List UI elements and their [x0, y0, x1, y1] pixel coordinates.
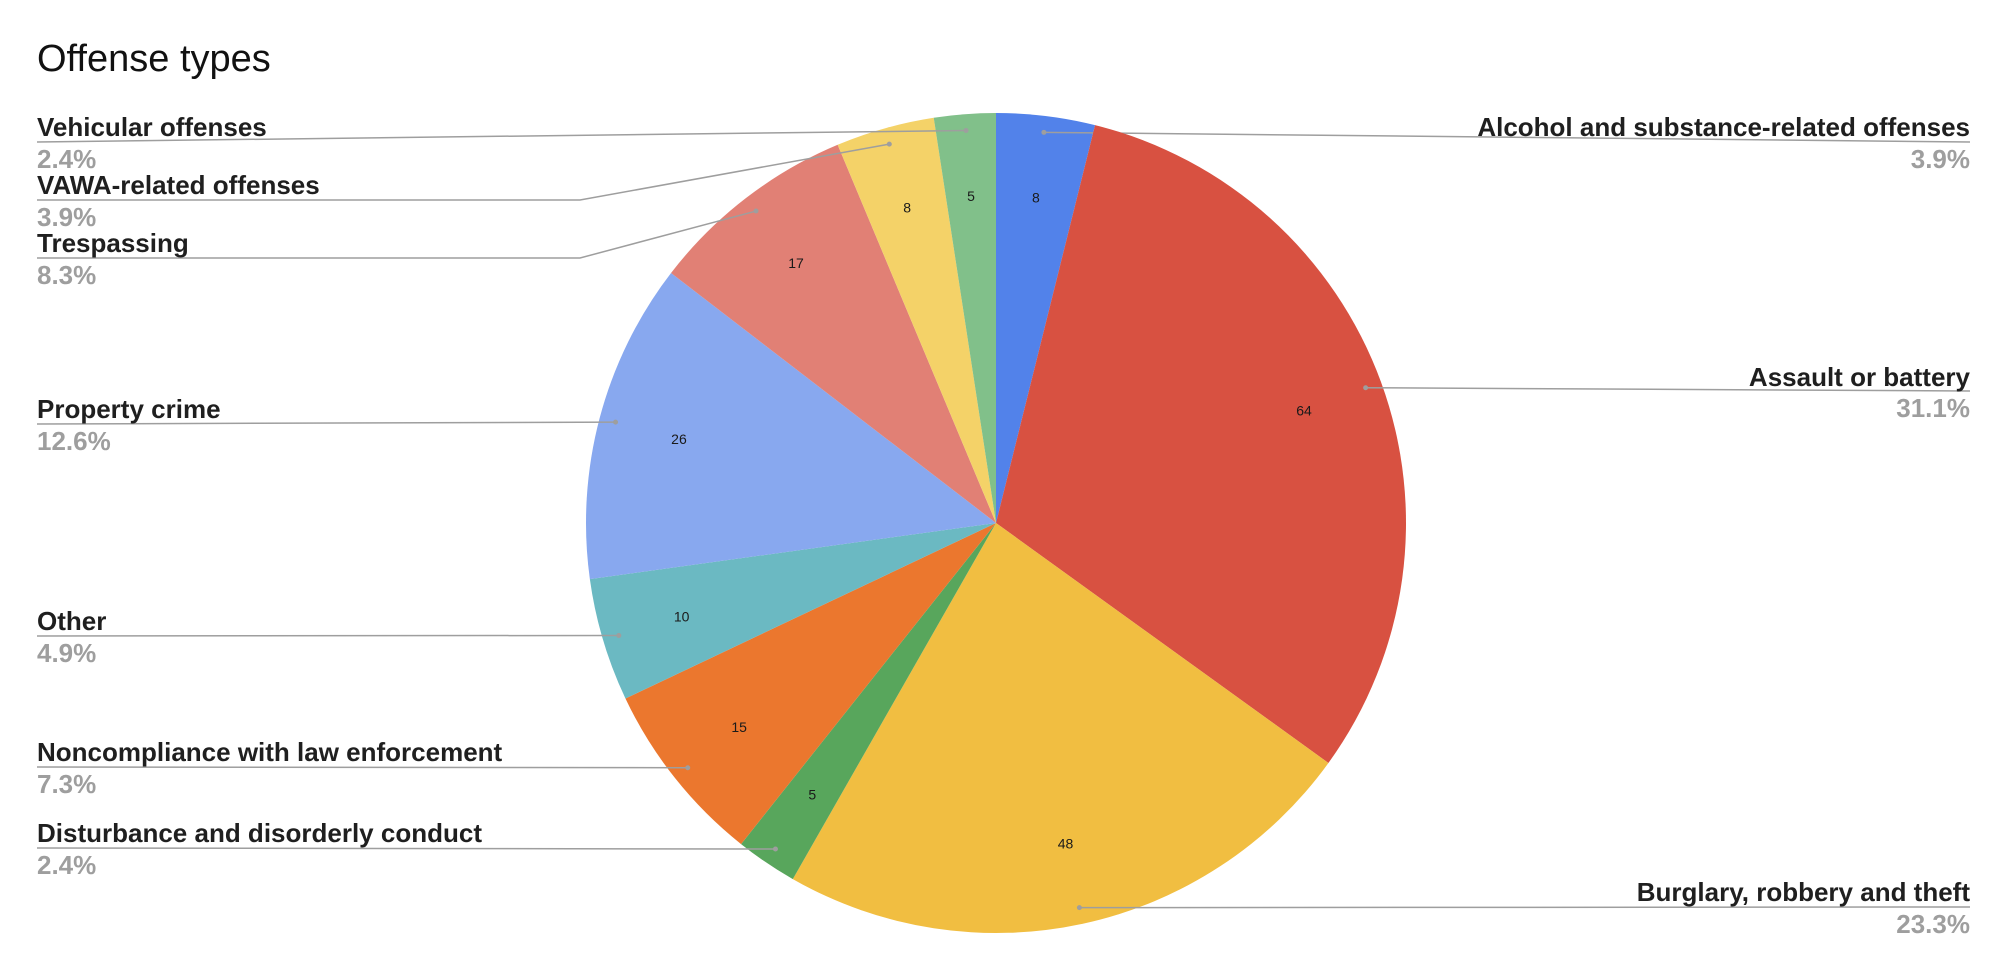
leader-line — [1043, 131, 1971, 143]
leader-line — [36, 129, 967, 143]
chart-title: Offense types — [37, 38, 271, 80]
slice-value-label: 17 — [788, 255, 804, 271]
label-property: Property crime — [37, 394, 221, 424]
percent-vawa: 3.9% — [37, 202, 97, 232]
slice-value-label: 5 — [808, 787, 816, 803]
pie-slice — [933, 113, 996, 523]
slice-value-label: 26 — [671, 431, 687, 447]
label-burglary: Burglary, robbery and theft — [1636, 877, 1970, 907]
percent-disturbance: 2.4% — [37, 850, 97, 880]
slice-value-label: 48 — [1058, 836, 1074, 852]
pie-slice — [741, 523, 996, 880]
label-noncompliance: Noncompliance with law enforcement — [37, 737, 503, 767]
slice-value-label: 8 — [1032, 189, 1040, 205]
leader-dot — [886, 141, 892, 147]
slice-value-label: 10 — [674, 609, 690, 625]
percent-burglary: 23.3% — [1896, 909, 1970, 939]
pie-slice — [996, 113, 1096, 523]
pie-slice — [996, 125, 1406, 763]
pie-slice — [837, 117, 996, 523]
label-other: Other — [37, 606, 107, 636]
leader-dot — [1076, 905, 1082, 911]
pie-slice — [589, 523, 996, 699]
label-disturbance: Disturbance and disorderly conduct — [37, 818, 482, 848]
leader-dot — [963, 128, 969, 134]
pie-slice — [792, 523, 1329, 934]
label-vawa: VAWA-related offenses — [37, 170, 320, 200]
leader-line — [36, 421, 616, 425]
pie-slice — [671, 144, 996, 523]
label-assault: Assault or battery — [1748, 362, 1970, 392]
label-vehicular: Vehicular offenses — [37, 112, 267, 142]
pie-slice — [625, 523, 996, 845]
leader-dot — [685, 765, 691, 771]
leader-dot — [753, 208, 759, 214]
leader-dot — [1041, 129, 1047, 135]
percent-trespassing: 8.3% — [37, 260, 97, 290]
slice-value-label: 64 — [1296, 402, 1312, 418]
leader-line — [36, 634, 619, 637]
leader-line — [37, 143, 890, 201]
label-alcohol: Alcohol and substance-related offenses — [1477, 112, 1970, 142]
label-trespassing: Trespassing — [37, 228, 189, 258]
percent-noncompliance: 7.3% — [37, 769, 97, 799]
percent-property: 12.6% — [37, 426, 111, 456]
leader-dot — [1363, 385, 1369, 391]
leader-line — [36, 847, 776, 850]
percent-assault: 31.1% — [1896, 393, 1970, 423]
slice-value-label: 8 — [903, 199, 911, 215]
leader-dot — [616, 632, 622, 638]
slice-value-label: 15 — [731, 719, 747, 735]
slice-value-label: 5 — [967, 188, 975, 204]
percent-alcohol: 3.9% — [1910, 144, 1970, 174]
pie-slice — [586, 272, 996, 580]
leader-dot — [613, 419, 619, 425]
percent-other: 4.9% — [37, 638, 97, 668]
leader-line — [36, 766, 688, 769]
leader-line — [1365, 387, 1971, 392]
leader-dot — [772, 846, 778, 852]
percent-vehicular: 2.4% — [37, 144, 97, 174]
leader-line — [1079, 906, 1971, 909]
leader-line — [37, 210, 757, 259]
